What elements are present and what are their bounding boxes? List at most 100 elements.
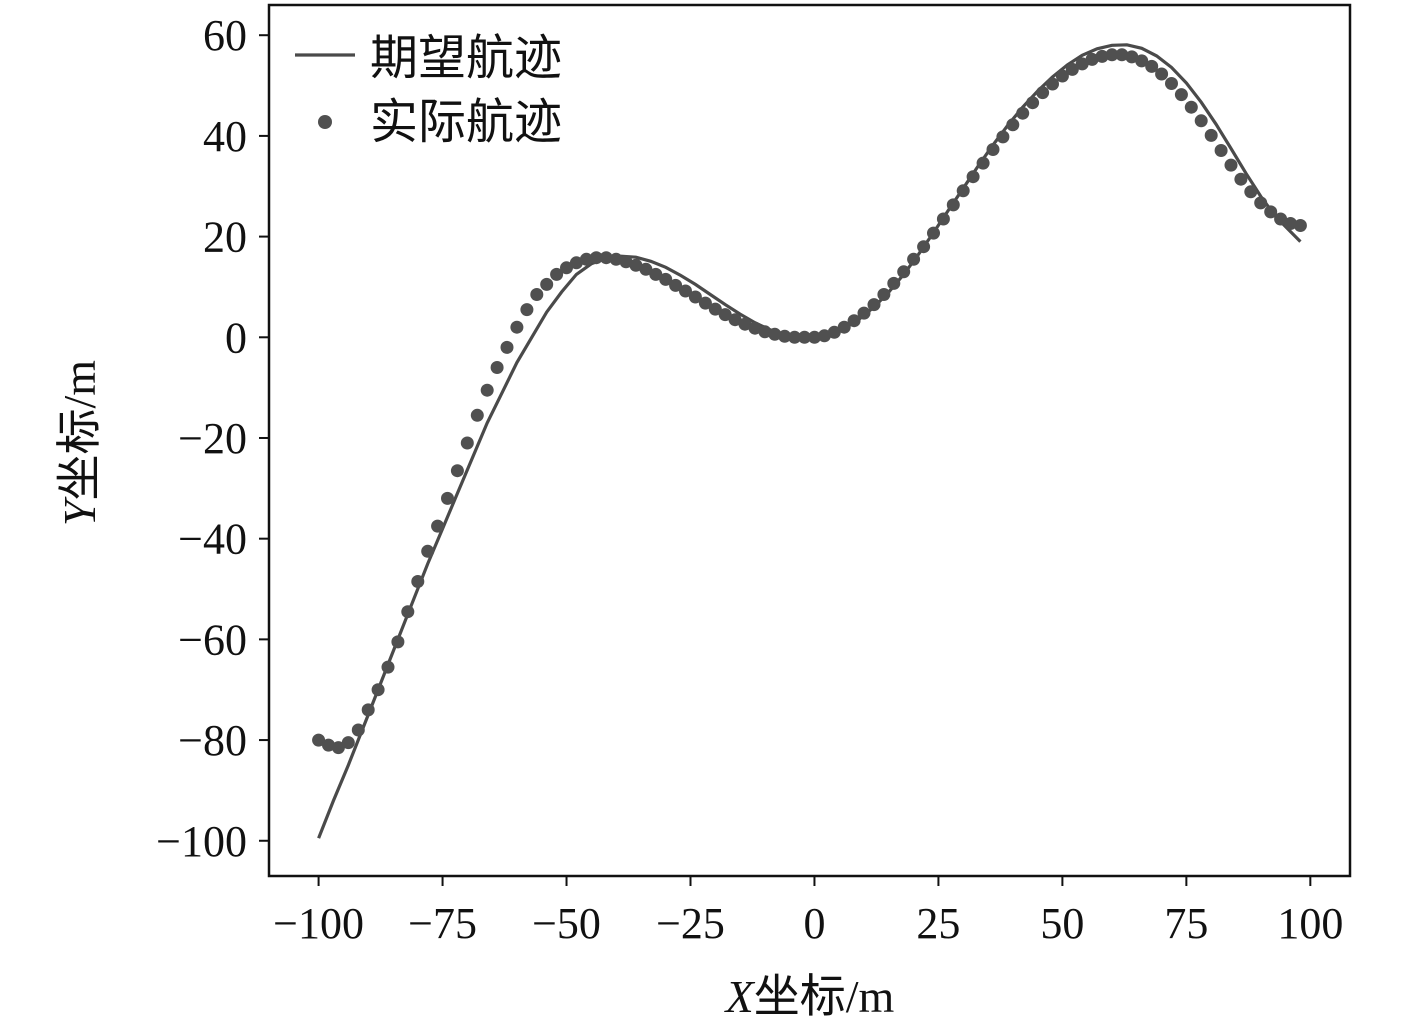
y-axis-var: Y [54, 496, 105, 526]
actual-trajectory-point [778, 329, 792, 343]
actual-trajectory-point [708, 302, 722, 316]
actual-trajectory-point [411, 575, 425, 588]
x-tick-label: −75 [408, 899, 477, 948]
actual-trajectory-point [1293, 219, 1307, 232]
actual-trajectory-point [441, 491, 454, 505]
actual-trajectory-point [1284, 217, 1297, 230]
actual-trajectory-point [877, 288, 891, 301]
actual-trajectory-point [996, 130, 1010, 144]
actual-trajectory-point [1204, 128, 1218, 142]
actual-trajectory-point [470, 408, 484, 422]
actual-trajectory-point [312, 733, 326, 747]
actual-trajectory-point [480, 383, 494, 397]
actual-trajectory-point [1026, 96, 1040, 110]
actual-trajectory-point [1016, 106, 1030, 120]
actual-trajectory-point [679, 284, 692, 298]
actual-trajectory-point [1036, 86, 1050, 100]
actual-trajectory-point [1155, 67, 1169, 81]
actual-trajectory-point [758, 325, 772, 339]
actual-trajectory-point [748, 321, 762, 335]
y-tick-label: −60 [178, 615, 247, 664]
actual-trajectory-point [956, 184, 970, 198]
actual-trajectory-point [560, 261, 573, 275]
x-axis-var: X [724, 971, 756, 1022]
actual-trajectory-point [361, 703, 375, 717]
actual-trajectory-point [589, 251, 603, 265]
actual-trajectory-point [976, 156, 990, 170]
y-axis-label: Y坐标/m [54, 360, 105, 526]
x-axis-unit: 坐标/m [754, 971, 895, 1022]
actual-trajectory-point [520, 303, 534, 317]
actual-trajectory-point [669, 278, 683, 292]
actual-trajectory-point [897, 265, 911, 279]
actual-trajectory-point [1244, 185, 1258, 199]
actual-trajectory-point [798, 330, 811, 344]
actual-trajectory-point [867, 298, 881, 312]
actual-trajectory-point [768, 327, 782, 341]
actual-trajectory-point [450, 464, 464, 478]
x-tick-label: 75 [1164, 899, 1208, 948]
actual-trajectory-point [649, 267, 663, 281]
actual-trajectory-point [966, 170, 980, 184]
x-tick-label: −100 [273, 899, 364, 948]
y-axis-unit: 坐标/m [54, 360, 105, 501]
actual-trajectory-point [331, 741, 345, 755]
y-tick-label: 20 [203, 213, 247, 262]
actual-trajectory-point [609, 252, 623, 266]
ticks-layer: −100 −75 −50 −25 0 25 50 75 100 −100 −80 −60 −40 −20 0… [156, 11, 1343, 948]
actual-trajectory-point [738, 317, 752, 331]
actual-trajectory-point [1274, 212, 1288, 226]
actual-trajectory-point [907, 252, 921, 266]
actual-trajectory-point [788, 330, 802, 344]
actual-trajectory-point [1115, 48, 1129, 62]
actual-trajectory-point [619, 255, 633, 269]
actual-trajectory-point [1125, 50, 1139, 64]
actual-trajectory-point [371, 683, 385, 697]
actual-trajectory-point [936, 212, 950, 226]
actual-trajectory-point [490, 361, 504, 374]
actual-trajectory-point [1234, 172, 1248, 186]
actual-trajectory-point [688, 290, 702, 304]
actual-trajectory-point [817, 329, 831, 343]
actual-trajectory-point [460, 436, 474, 450]
actual-trajectory-point [629, 258, 643, 272]
legend-label-actual: 实际航迹 [370, 96, 562, 149]
actual-trajectory-point [1145, 59, 1159, 73]
actual-trajectory-point [569, 256, 583, 270]
actual-trajectory-point [1254, 196, 1268, 210]
actual-trajectory-point [837, 320, 851, 334]
actual-trajectory-point [986, 143, 1000, 156]
actual-trajectory-point [1214, 144, 1228, 157]
y-tick-label: −40 [178, 515, 247, 564]
actual-trajectory-point [847, 314, 861, 328]
actual-trajectory-point [1095, 49, 1109, 63]
legend-marker-swatch [318, 115, 332, 129]
actual-trajectory-point [421, 544, 435, 558]
plot-frame [267, 3, 1352, 878]
actual-trajectory-point [1085, 52, 1099, 66]
x-tick-label: 50 [1040, 899, 1084, 948]
actual-trajectory-point [1174, 88, 1188, 102]
actual-trajectory-point [530, 288, 544, 301]
actual-trajectory-point [946, 198, 960, 212]
y-tick-label: 0 [225, 313, 247, 362]
actual-trajectory-point [351, 723, 365, 737]
actual-trajectory-point [718, 308, 732, 322]
y-tick-label: −80 [178, 716, 247, 765]
x-tick-label: 0 [803, 899, 825, 948]
actual-trajectory-point [510, 320, 524, 334]
actual-trajectory-point [1165, 77, 1178, 90]
actual-trajectory-point [857, 306, 871, 320]
actual-trajectory-point [1135, 54, 1149, 68]
x-tick-label: 100 [1277, 899, 1343, 948]
actual-trajectory-point [579, 252, 593, 266]
actual-trajectory-point [391, 635, 405, 649]
actual-trajectory-point [1006, 118, 1020, 132]
actual-trajectory-point [1194, 114, 1208, 128]
actual-trajectory-point [698, 296, 712, 310]
actual-trajectory-point [808, 330, 821, 344]
x-tick-label: 25 [916, 899, 960, 948]
actual-trajectory-point [431, 519, 445, 533]
actual-trajectory-point [1046, 77, 1059, 91]
